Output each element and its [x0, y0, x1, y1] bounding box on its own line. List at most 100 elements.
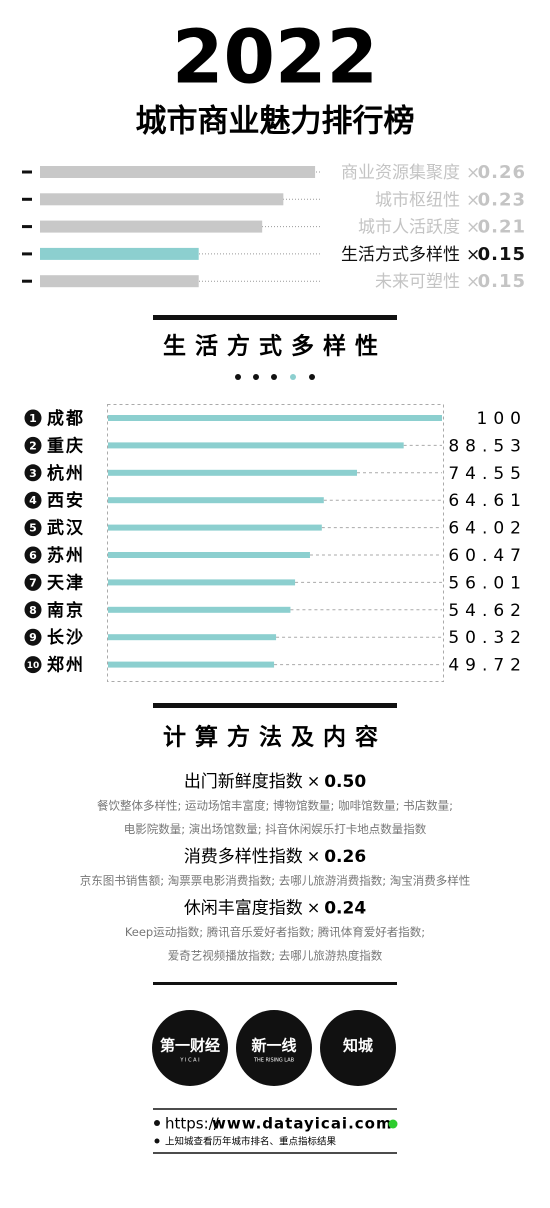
weight-bar — [40, 247, 199, 260]
value-label: 56.01 — [448, 573, 527, 593]
chart-frame — [107, 404, 444, 682]
divider — [153, 982, 397, 985]
rank: 4 — [29, 494, 37, 507]
city: 西安 — [47, 490, 85, 511]
rank-badge — [24, 464, 42, 482]
index-weight: 0.50 — [324, 772, 366, 792]
divider — [153, 703, 397, 708]
title: 城市商业魅力排行榜 — [136, 104, 415, 140]
logo-sub: THE RISING LAB — [253, 1058, 295, 1064]
times: × — [466, 245, 480, 265]
index-desc: 京东图书销售额; 淘票票电影消费指数; 去哪儿旅游消费指数; 淘宝消费多样性 — [80, 874, 471, 888]
bar — [108, 552, 310, 558]
value-label: 54.62 — [448, 601, 527, 621]
value-label: 50.32 — [448, 628, 527, 648]
weight-name: 商业资源集聚度 — [341, 163, 460, 183]
value-label: 49.72 — [448, 656, 527, 676]
page-dots — [235, 374, 315, 380]
rank: 10 — [27, 661, 40, 671]
logo-name: 第一财经 — [160, 1037, 220, 1055]
rank: 5 — [29, 522, 37, 535]
bar — [108, 415, 442, 421]
index-name: 休闲丰富度指数 — [184, 899, 303, 919]
city: 苏州 — [47, 545, 85, 566]
value-label: 60.47 — [448, 546, 527, 566]
rank: 2 — [29, 439, 37, 452]
index-desc: 电影院数量; 演出场馆数量; 抖音休闲娱乐打卡地点数量指数 — [124, 822, 427, 836]
year: 2022 — [172, 15, 378, 101]
method-title: 计算方法及内容 — [163, 724, 387, 751]
rank-badge — [24, 601, 42, 619]
bar — [108, 442, 404, 449]
green-dot — [388, 1119, 398, 1129]
rank: 9 — [29, 631, 37, 644]
city: 南京 — [47, 600, 85, 621]
times: × — [466, 163, 480, 183]
rank: 3 — [29, 467, 37, 480]
dash — [22, 170, 32, 174]
logo-circle — [320, 1010, 396, 1086]
rank-badge — [24, 546, 42, 564]
logo-sub: Y I C A I — [179, 1058, 199, 1064]
footer-note: 上知城查看历年城市排名、重点指标结果 — [165, 1136, 337, 1148]
weight-bar — [40, 275, 199, 288]
bar — [108, 469, 357, 476]
bar — [108, 579, 296, 586]
value-label: 88.53 — [448, 436, 527, 456]
times: × — [466, 218, 480, 238]
chart-title: 生活方式多样性 — [163, 333, 387, 360]
logo-circle — [236, 1010, 312, 1086]
logo-name: 新一线 — [251, 1037, 296, 1055]
index-weight: 0.24 — [324, 899, 366, 919]
city: 成都 — [47, 408, 85, 429]
weight-bar — [40, 193, 284, 206]
dash — [22, 279, 32, 283]
city: 天津 — [47, 572, 85, 593]
index-name: 消费多样性指数 — [184, 847, 303, 867]
weight-bar — [40, 166, 316, 178]
dash — [22, 225, 32, 229]
rank: 8 — [29, 604, 37, 617]
rank: 1 — [29, 412, 37, 425]
bullet — [154, 1120, 160, 1126]
index-desc: 餐饮整体多样性; 运动场馆丰富度; 博物馆数量; 咖啡馆数量; 书店数量; — [97, 799, 453, 813]
dash — [22, 252, 32, 256]
city: 长沙 — [47, 627, 85, 648]
url-prefix[interactable]: https:// — [165, 1115, 220, 1133]
city: 郑州 — [47, 655, 85, 676]
bar — [108, 634, 277, 641]
rank-badge — [24, 436, 42, 454]
divider — [153, 315, 397, 320]
weight-name: 城市人活跃度 — [358, 218, 460, 238]
bar — [108, 497, 324, 504]
weight-value: 0.21 — [478, 217, 526, 238]
times: × — [466, 272, 480, 292]
index-weight: 0.26 — [324, 847, 366, 867]
weight-name: 城市枢纽性 — [375, 190, 460, 210]
city: 重庆 — [47, 435, 85, 456]
bar — [108, 661, 275, 668]
value-label: 64.02 — [448, 519, 527, 539]
index-desc: 爱奇艺视频播放指数; 去哪儿旅游热度指数 — [168, 949, 383, 963]
rank: 6 — [29, 549, 37, 562]
weight-name: 未来可塑性 — [375, 272, 460, 292]
rank-badge — [24, 519, 42, 537]
weight-name: 生活方式多样性 — [341, 245, 460, 265]
weight-value: 0.23 — [478, 189, 526, 210]
url[interactable]: www.datayicai.com — [212, 1115, 393, 1133]
city: 武汉 — [47, 518, 85, 539]
index-desc: Keep运动指数; 腾讯音乐爱好者指数; 腾讯体育爱好者指数; — [125, 925, 425, 939]
rank-badge — [24, 628, 42, 646]
weight-value: 0.26 — [478, 162, 526, 183]
value-label: 64.61 — [448, 491, 527, 511]
bar — [108, 524, 322, 531]
times: × — [466, 190, 480, 210]
bar — [108, 606, 291, 613]
value-label: 100 — [477, 409, 527, 429]
rank-badge — [24, 491, 42, 509]
times: × — [307, 847, 320, 866]
logo-circle — [152, 1010, 228, 1086]
rank: 7 — [29, 576, 37, 589]
times: × — [307, 772, 320, 791]
